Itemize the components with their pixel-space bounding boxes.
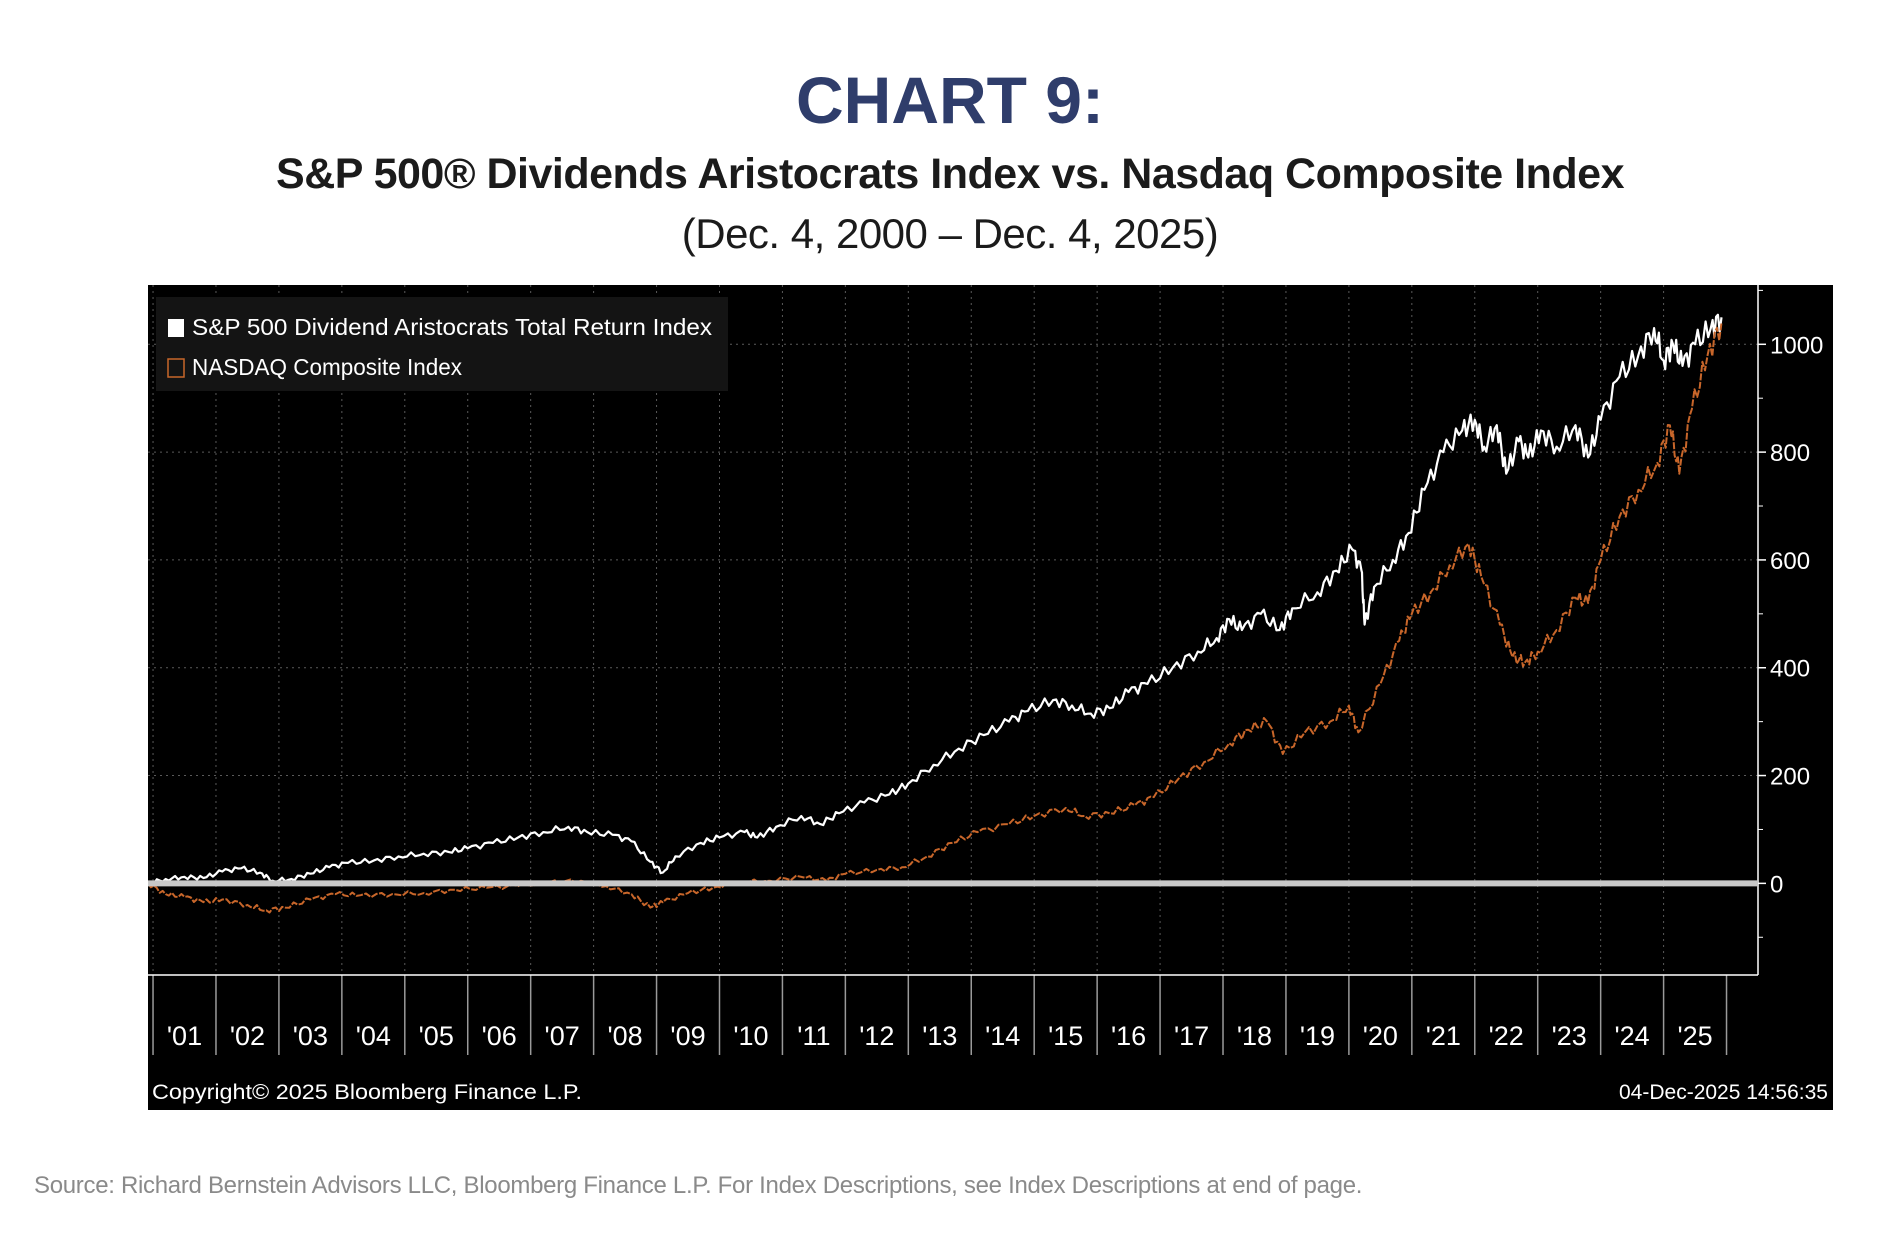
chart-subtitle: S&P 500® Dividends Aristocrats Index vs.… xyxy=(276,150,1624,198)
x-tick-label: '07 xyxy=(545,1021,580,1051)
y-tick-label: 600 xyxy=(1770,548,1810,575)
x-tick-label: '10 xyxy=(733,1021,768,1051)
legend-label-aristocrats: S&P 500 Dividend Aristocrats Total Retur… xyxy=(192,314,713,340)
x-tick-label: '21 xyxy=(1426,1021,1461,1051)
y-tick-label: 800 xyxy=(1770,440,1810,467)
x-tick-label: '12 xyxy=(859,1021,894,1051)
chart-title: CHART 9: xyxy=(796,63,1104,137)
x-tick-label: '08 xyxy=(607,1021,642,1051)
x-tick-label: '03 xyxy=(293,1021,328,1051)
x-tick-label: '13 xyxy=(922,1021,957,1051)
y-tick-label: 400 xyxy=(1770,656,1810,683)
legend-box xyxy=(156,297,728,391)
source-note: Source: Richard Bernstein Advisors LLC, … xyxy=(34,1172,1363,1199)
y-tick-label: 0 xyxy=(1770,871,1783,898)
legend-swatch-nasdaq xyxy=(167,358,185,378)
x-tick-label: '20 xyxy=(1363,1021,1398,1051)
x-tick-label: '19 xyxy=(1300,1021,1335,1051)
x-tick-label: '22 xyxy=(1489,1021,1524,1051)
y-tick-label: 200 xyxy=(1770,764,1810,791)
x-tick-label: '11 xyxy=(797,1021,830,1051)
x-tick-label: '01 xyxy=(167,1021,202,1051)
x-tick-label: '09 xyxy=(670,1021,705,1051)
series-lines xyxy=(148,313,1758,914)
grid-lines xyxy=(148,285,1758,975)
series-line-nasdaq xyxy=(148,322,1723,914)
legend: S&P 500 Dividend Aristocrats Total Retur… xyxy=(156,297,728,391)
legend-label-nasdaq: NASDAQ Composite Index xyxy=(192,354,462,380)
x-tick-label: '15 xyxy=(1048,1021,1083,1051)
x-tick-label: '16 xyxy=(1111,1021,1146,1051)
chart-date-range: (Dec. 4, 2000 – Dec. 4, 2025) xyxy=(681,210,1219,257)
x-tick-label: '23 xyxy=(1552,1021,1587,1051)
x-tick-label: '04 xyxy=(356,1021,391,1051)
copyright-text: Copyright© 2025 Bloomberg Finance L.P. xyxy=(152,1081,582,1104)
chart-background xyxy=(148,285,1833,1110)
legend-swatch-aristocrats xyxy=(168,319,184,337)
x-tick-label: '17 xyxy=(1174,1021,1209,1051)
line-chart: '01 '02 '03 '04 '05 '06 '07 '08 '09 '10 '11 '12 '13 '… xyxy=(148,285,1833,1110)
x-tick-label: '24 xyxy=(1615,1021,1650,1051)
x-tick-label: '02 xyxy=(230,1021,265,1051)
timestamp-text: 04-Dec-2025 14:56:35 xyxy=(1619,1081,1828,1104)
x-tick-label: '18 xyxy=(1237,1021,1272,1051)
x-tick-label: '25 xyxy=(1677,1021,1712,1051)
x-tick-label: '05 xyxy=(419,1021,454,1051)
x-tick-label: '14 xyxy=(985,1021,1020,1051)
series-line-aristocrats xyxy=(148,313,1723,885)
axes: '01 '02 '03 '04 '05 '06 '07 '08 '09 '10 '11 '12 '13 '… xyxy=(148,285,1823,1055)
x-tick-label: '06 xyxy=(482,1021,517,1051)
y-tick-label: 1000 xyxy=(1770,332,1823,359)
